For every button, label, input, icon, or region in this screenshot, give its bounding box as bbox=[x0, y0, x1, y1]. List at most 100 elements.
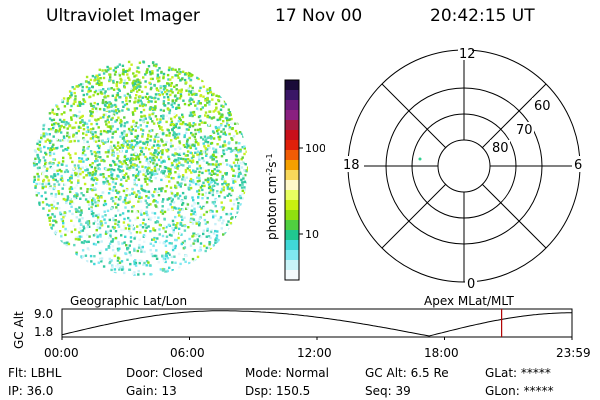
emission-pixel bbox=[94, 220, 97, 223]
lat-label-70: 70 bbox=[516, 123, 533, 138]
emission-pixel bbox=[155, 87, 158, 90]
color-scale-cell bbox=[285, 150, 299, 161]
emission-pixel bbox=[50, 167, 54, 170]
emission-pixel bbox=[53, 187, 56, 190]
emission-pixel bbox=[129, 157, 133, 160]
emission-pixel bbox=[214, 148, 218, 151]
emission-pixel bbox=[86, 126, 89, 129]
emission-pixel bbox=[123, 199, 127, 202]
emission-pixel bbox=[96, 204, 100, 207]
emission-pixel bbox=[71, 212, 74, 216]
emission-pixel bbox=[137, 200, 140, 203]
emission-pixel bbox=[160, 178, 163, 182]
emission-pixel bbox=[144, 155, 147, 159]
emission-pixel bbox=[78, 160, 81, 163]
emission-pixel bbox=[164, 244, 168, 247]
emission-pixel bbox=[123, 217, 126, 221]
emission-pixel bbox=[151, 70, 154, 73]
emission-pixel bbox=[102, 265, 106, 268]
emission-pixel bbox=[135, 171, 138, 174]
emission-pixel bbox=[136, 210, 140, 213]
emission-pixel bbox=[194, 147, 198, 150]
emission-pixel bbox=[156, 77, 159, 80]
emission-pixel bbox=[113, 254, 117, 258]
emission-pixel bbox=[163, 210, 167, 214]
emission-pixel bbox=[212, 216, 215, 219]
emission-pixel bbox=[99, 173, 102, 176]
emission-pixel bbox=[201, 106, 204, 109]
emission-pixel bbox=[137, 126, 140, 129]
emission-pixel bbox=[134, 176, 138, 179]
emission-pixel bbox=[114, 236, 117, 240]
emission-pixel bbox=[203, 184, 206, 188]
emission-pixel bbox=[164, 272, 168, 275]
emission-pixel bbox=[180, 199, 183, 203]
emission-pixel bbox=[52, 178, 55, 181]
emission-pixel bbox=[229, 113, 232, 117]
emission-pixel bbox=[75, 85, 78, 88]
emission-pixel bbox=[161, 160, 165, 163]
gc-alt-axis-title: GC Alt bbox=[12, 311, 26, 349]
emission-pixel bbox=[130, 63, 133, 66]
emission-pixel bbox=[133, 271, 136, 274]
emission-pixel bbox=[212, 153, 215, 156]
emission-pixel bbox=[72, 133, 75, 137]
emission-pixel bbox=[199, 136, 203, 139]
emission-pixel bbox=[106, 130, 110, 133]
emission-pixel bbox=[169, 78, 172, 81]
emission-pixel bbox=[90, 206, 93, 209]
emission-pixel bbox=[97, 199, 100, 203]
emission-pixel bbox=[99, 116, 102, 119]
emission-pixel bbox=[208, 110, 211, 113]
emission-pixel bbox=[177, 159, 180, 162]
emission-pixel bbox=[169, 89, 173, 93]
emission-pixel bbox=[113, 73, 117, 76]
emission-pixel bbox=[162, 88, 166, 91]
emission-pixel bbox=[152, 244, 155, 247]
emission-pixel bbox=[158, 223, 162, 227]
emission-pixel bbox=[84, 194, 87, 198]
emission-pixel bbox=[152, 144, 156, 147]
emission-pixel bbox=[97, 126, 100, 129]
emission-pixel bbox=[141, 247, 144, 251]
emission-pixel bbox=[128, 168, 131, 171]
emission-pixel bbox=[152, 162, 155, 165]
emission-pixel bbox=[111, 225, 115, 229]
emission-pixel bbox=[37, 192, 40, 195]
emission-pixel bbox=[117, 165, 121, 168]
emission-pixel bbox=[162, 257, 166, 260]
emission-pixel bbox=[104, 221, 107, 225]
emission-pixel bbox=[76, 193, 79, 196]
emission-pixel bbox=[148, 264, 152, 267]
color-scale-cell bbox=[285, 250, 299, 261]
emission-pixel bbox=[151, 159, 154, 162]
emission-pixel bbox=[167, 208, 170, 211]
emission-pixel bbox=[37, 169, 40, 172]
emission-pixel bbox=[189, 146, 192, 150]
emission-pixel bbox=[201, 197, 204, 200]
emission-pixel bbox=[245, 170, 248, 173]
emission-pixel bbox=[119, 118, 122, 122]
emission-pixel bbox=[68, 90, 72, 93]
emission-pixel bbox=[192, 242, 195, 245]
emission-pixel bbox=[149, 77, 153, 81]
emission-pixel bbox=[206, 177, 210, 180]
emission-pixel bbox=[241, 132, 244, 135]
emission-pixel bbox=[94, 154, 97, 157]
emission-pixel bbox=[195, 107, 199, 110]
emission-pixel bbox=[111, 125, 114, 128]
emission-pixel bbox=[122, 200, 125, 204]
emission-pixel bbox=[77, 179, 80, 182]
emission-pixel bbox=[189, 91, 193, 94]
emission-pixel bbox=[222, 186, 226, 189]
emission-pixel bbox=[78, 101, 81, 104]
emission-pixel bbox=[123, 228, 126, 231]
emission-pixel bbox=[178, 183, 181, 186]
emission-pixel bbox=[48, 148, 52, 152]
emission-pixel bbox=[139, 200, 143, 203]
emission-pixel bbox=[166, 257, 170, 260]
emission-pixel bbox=[239, 172, 242, 175]
emission-pixel bbox=[191, 217, 194, 221]
emission-pixel bbox=[63, 211, 66, 214]
emission-pixel bbox=[243, 152, 246, 156]
